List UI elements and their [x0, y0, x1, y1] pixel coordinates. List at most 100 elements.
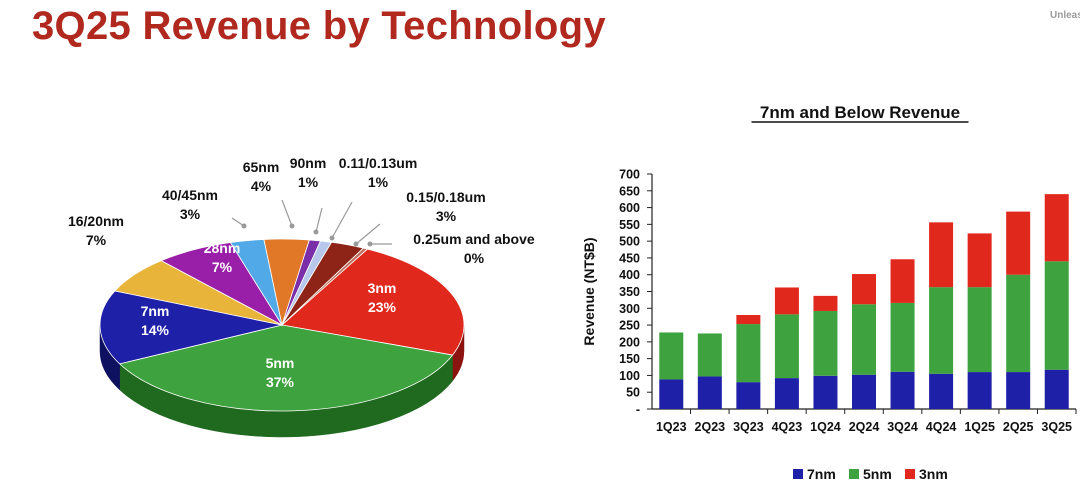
y-axis-label: Revenue (NT$B) — [581, 237, 597, 345]
bar-7nm-1Q25 — [967, 372, 992, 409]
x-tick-label: 2Q23 — [695, 420, 726, 434]
pie-percent-65nm: 4% — [251, 178, 272, 194]
x-tick-label: 2Q24 — [849, 420, 880, 434]
y-tick-label: - — [636, 403, 640, 417]
pie-percent-28nm: 7% — [212, 259, 233, 275]
y-ticks: - 50 100 150 200 250 300 350 400 450 500 550 600 650 7… — [619, 168, 652, 417]
pie-percent-40-45nm: 3% — [180, 206, 201, 222]
x-tick-label: 1Q24 — [810, 420, 841, 434]
bar-3nm-4Q24 — [929, 222, 954, 288]
bar-5nm-4Q23 — [774, 314, 799, 379]
pie-percent-3nm: 23% — [368, 299, 397, 315]
bar-3nm-3Q23 — [736, 315, 761, 325]
bar-3nm-4Q23 — [774, 287, 799, 315]
y-tick-label: 600 — [619, 201, 640, 215]
y-tick-label: 250 — [619, 319, 640, 333]
pie-label-0-25um-and-above: 0.25um and above — [413, 231, 535, 247]
legend-swatch-3nm — [905, 469, 915, 479]
bar-7nm-3Q23 — [736, 382, 761, 409]
pie-label-7nm: 7nm — [141, 303, 170, 319]
y-tick-label: 500 — [619, 235, 640, 249]
legend: 7nm 5nm 3nm — [793, 466, 948, 482]
bar-3nm-3Q25 — [1044, 194, 1069, 262]
y-tick-label: 650 — [619, 184, 640, 198]
pie-labels: 3nm 23% 5nm 37% 7nm 14% 16/20nm 7% 28nm 7% 40/45nm… — [68, 155, 535, 390]
y-tick-label: 50 — [626, 386, 640, 400]
pie-leader-dot — [313, 229, 319, 235]
bar-3nm-2Q25 — [1006, 211, 1031, 275]
bar-5nm-2Q23 — [697, 333, 722, 377]
y-tick-label: 150 — [619, 352, 640, 366]
pie-leader-line — [315, 207, 323, 233]
bar-7nm-2Q25 — [1006, 372, 1031, 409]
bar-3nm-2Q24 — [852, 274, 876, 305]
pie-percent-16-20nm: 7% — [86, 232, 107, 248]
bars: 1Q23 2Q23 3Q23 4Q23 1Q24 2Q24 3Q24 4Q24 1Q25 2Q25… — [656, 194, 1077, 434]
x-tick-label: 4Q23 — [772, 420, 803, 434]
corner-text: Unleas — [1050, 10, 1080, 21]
bar-5nm-3Q23 — [736, 324, 761, 383]
x-tick-label: 1Q23 — [656, 420, 687, 434]
x-tick-label: 3Q24 — [887, 420, 918, 434]
pie-side-walls — [99, 324, 465, 438]
pie-leader-line — [355, 223, 381, 245]
x-tick-label: 3Q23 — [733, 420, 764, 434]
bar-7nm-2Q24 — [852, 374, 876, 409]
y-tick-label: 400 — [619, 268, 640, 282]
x-tick-label: 3Q25 — [1041, 420, 1072, 434]
y-tick-label: 350 — [619, 285, 640, 299]
bar-5nm-1Q23 — [659, 332, 684, 380]
y-tick-label: 300 — [619, 302, 640, 316]
legend-label-3nm: 3nm — [919, 466, 948, 482]
pie-percent-5nm: 37% — [266, 374, 295, 390]
pie-slice-7nm — [99, 290, 283, 365]
pie-slice-3nm — [281, 248, 465, 356]
bar-5nm-1Q24 — [813, 310, 838, 376]
pie-label-90nm: 90nm — [290, 155, 327, 171]
pie-label-3nm: 3nm — [368, 280, 397, 296]
pie-leader-dot — [289, 223, 295, 229]
bar-5nm-2Q24 — [852, 304, 876, 375]
x-tick-label: 1Q25 — [964, 420, 995, 434]
pie-label-5nm: 5nm — [266, 355, 295, 371]
pie-percent-7nm: 14% — [141, 322, 170, 338]
pie-leader-dot — [241, 223, 247, 229]
x-tick-label: 2Q25 — [1003, 420, 1034, 434]
bar-3nm-1Q24 — [813, 295, 838, 311]
bar-7nm-3Q24 — [890, 371, 915, 409]
bar-7nm-4Q23 — [774, 378, 799, 409]
pie-percent-90nm: 1% — [298, 174, 319, 190]
legend-swatch-5nm — [849, 469, 859, 479]
pie-leader-dot — [329, 235, 335, 241]
y-tick-label: 700 — [619, 168, 640, 182]
bar-7nm-3Q25 — [1044, 369, 1069, 409]
pie-top — [99, 238, 465, 412]
pie-leader-dot — [353, 241, 359, 247]
y-tick-label: 200 — [619, 335, 640, 349]
x-tick-label: 4Q24 — [926, 420, 957, 434]
pie-percent-0-25um-and-above: 0% — [464, 250, 485, 266]
bar-5nm-2Q25 — [1006, 274, 1031, 373]
bar-7nm-2Q23 — [697, 376, 722, 409]
pie-label-16-20nm: 16/20nm — [68, 213, 124, 229]
pie-leader-line — [281, 199, 293, 227]
pie-percent-0-15-0-18um: 3% — [436, 208, 457, 224]
bar-3nm-1Q25 — [967, 233, 992, 288]
pie-leader-dot — [367, 241, 373, 247]
legend-swatch-7nm — [793, 469, 803, 479]
bar-7nm-4Q24 — [929, 373, 954, 409]
bar-5nm-3Q25 — [1044, 261, 1069, 370]
page-title: 3Q25 Revenue by Technology — [32, 4, 606, 48]
pie-leader-line — [331, 201, 353, 239]
pie-slice-5nm — [118, 324, 454, 412]
pie-chart: 3nm 23% 5nm 37% 7nm 14% 16/20nm 7% 28nm 7% 40/45nm… — [68, 155, 535, 438]
bar-5nm-3Q24 — [890, 302, 915, 372]
pie-label-0-15-0-18um: 0.15/0.18um — [406, 189, 485, 205]
pie-label-40-45nm: 40/45nm — [162, 187, 218, 203]
y-tick-label: 450 — [619, 251, 640, 265]
bar-3nm-3Q24 — [890, 259, 915, 303]
pie-label-28nm: 28nm — [204, 240, 241, 256]
bar-5nm-1Q25 — [967, 287, 992, 373]
bar-5nm-4Q24 — [929, 287, 954, 374]
